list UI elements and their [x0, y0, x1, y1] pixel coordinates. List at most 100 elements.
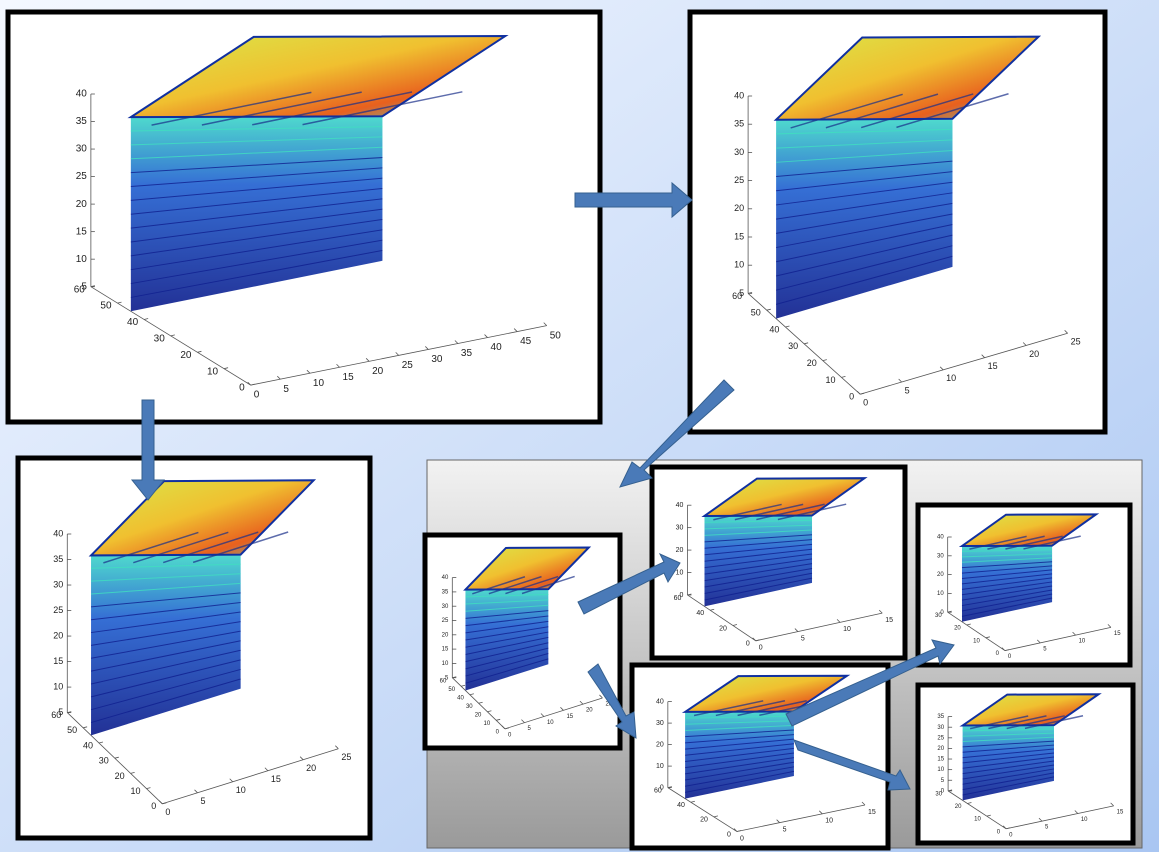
y-tick-label: 10 — [974, 817, 981, 823]
z-tick-label: 10 — [53, 681, 63, 691]
y-tick-label: 20 — [115, 771, 125, 781]
y-tick-label: 10 — [207, 366, 219, 377]
x-tick-label: 10 — [313, 378, 325, 389]
z-tick-label: 10 — [937, 591, 944, 597]
x-tick-label: 15 — [566, 714, 573, 720]
x-tick-label: 20 — [586, 708, 593, 714]
y-tick-label: 60 — [654, 787, 662, 794]
z-tick-label: 10 — [76, 254, 88, 265]
plot-panel: 051015202530350102030051015 — [918, 685, 1133, 843]
x-tick-label: 25 — [1071, 337, 1081, 347]
figure: 5101520253035400102030405060051015202530… — [0, 0, 1159, 852]
x-tick-label: 35 — [461, 348, 473, 359]
y-tick-label: 0 — [239, 383, 245, 394]
x-tick-label: 10 — [547, 720, 554, 726]
x-tick-label: 10 — [825, 818, 833, 825]
z-tick-label: 30 — [442, 604, 449, 610]
y-tick-label: 40 — [769, 324, 779, 334]
z-tick-label: 30 — [53, 579, 63, 589]
y-tick-label: 30 — [935, 613, 942, 619]
z-tick-label: 10 — [442, 661, 449, 667]
x-tick-label: 20 — [306, 763, 316, 773]
z-tick-label: 15 — [937, 757, 944, 763]
z-tick-label: 15 — [734, 231, 744, 241]
z-tick-label: 40 — [734, 90, 744, 100]
y-tick-label: 50 — [100, 301, 112, 312]
x-tick-label: 20 — [1029, 349, 1039, 359]
z-tick-label: 20 — [656, 741, 664, 748]
y-tick-label: 60 — [51, 710, 61, 720]
z-tick-label: 10 — [937, 767, 944, 773]
y-tick-label: 20 — [807, 358, 817, 368]
z-tick-label: 35 — [53, 554, 63, 564]
plot-panel: 0102030400204060051015 — [652, 467, 905, 658]
x-tick-label: 5 — [783, 827, 787, 834]
x-tick-label: 5 — [905, 385, 910, 395]
z-tick-label: 20 — [734, 203, 744, 213]
y-tick-label: 50 — [751, 308, 761, 318]
z-tick-label: 35 — [734, 119, 744, 129]
x-tick-label: 40 — [491, 342, 503, 353]
y-tick-label: 30 — [466, 704, 473, 710]
x-tick-label: 25 — [341, 752, 351, 762]
x-tick-label: 10 — [843, 626, 851, 633]
z-tick-label: 10 — [676, 569, 684, 576]
z-tick-label: 30 — [937, 553, 944, 559]
z-tick-label: 20 — [937, 746, 944, 752]
z-tick-label: 30 — [676, 524, 684, 531]
x-tick-label: 10 — [1081, 817, 1088, 823]
page: {"panels": [ {"zticks": [5, 10, 15, 20, … — [0, 0, 1159, 852]
z-tick-label: 15 — [53, 656, 63, 666]
x-tick-label: 15 — [271, 774, 281, 784]
y-tick-label: 10 — [825, 375, 835, 385]
y-tick-label: 20 — [700, 817, 708, 824]
z-tick-label: 40 — [937, 535, 944, 541]
y-tick-label: 10 — [973, 638, 980, 644]
z-tick-label: 30 — [76, 144, 88, 155]
y-tick-label: 30 — [788, 341, 798, 351]
x-tick-label: 45 — [520, 336, 532, 347]
x-tick-label: 10 — [946, 373, 956, 383]
y-tick-label: 20 — [955, 804, 962, 810]
z-tick-label: 25 — [53, 605, 63, 615]
y-tick-label: 40 — [83, 740, 93, 750]
plot-panel: 5101520253035400102030405060051015202530… — [8, 12, 600, 422]
z-tick-label: 25 — [734, 175, 744, 185]
z-tick-label: 20 — [76, 199, 88, 210]
z-tick-label: 35 — [442, 589, 449, 595]
y-tick-label: 0 — [849, 392, 854, 402]
x-tick-label: 0 — [863, 398, 868, 408]
z-tick-label: 35 — [937, 714, 944, 720]
x-tick-label: 5 — [801, 635, 805, 642]
y-tick-label: 0 — [151, 801, 156, 811]
x-tick-label: 50 — [550, 330, 562, 341]
z-tick-label: 25 — [76, 171, 88, 182]
x-tick-label: 15 — [1114, 631, 1121, 637]
y-tick-label: 50 — [67, 725, 77, 735]
plot-panel: 51015202530354001020304050600510152025 — [18, 458, 370, 838]
y-tick-label: 40 — [457, 695, 464, 701]
z-tick-label: 20 — [676, 547, 684, 554]
y-tick-label: 10 — [130, 786, 140, 796]
z-tick-label: 40 — [53, 528, 63, 538]
z-tick-label: 30 — [734, 147, 744, 157]
z-tick-label: 10 — [734, 260, 744, 270]
z-tick-label: 35 — [76, 116, 88, 127]
y-tick-label: 0 — [746, 641, 750, 648]
z-tick-label: 40 — [442, 575, 449, 581]
y-tick-label: 50 — [448, 687, 455, 693]
z-tick-label: 25 — [442, 618, 449, 624]
x-tick-label: 15 — [868, 809, 876, 816]
z-tick-label: 15 — [76, 226, 88, 237]
x-tick-label: 15 — [343, 372, 355, 383]
y-tick-label: 30 — [154, 334, 166, 345]
y-tick-label: 0 — [727, 831, 731, 838]
z-tick-label: 40 — [76, 89, 88, 100]
x-tick-label: 0 — [254, 390, 260, 401]
z-tick-label: 40 — [656, 698, 664, 705]
z-tick-label: 40 — [676, 502, 684, 509]
y-tick-label: 60 — [674, 595, 682, 602]
y-tick-label: 60 — [440, 678, 447, 684]
z-tick-label: 10 — [656, 763, 664, 770]
